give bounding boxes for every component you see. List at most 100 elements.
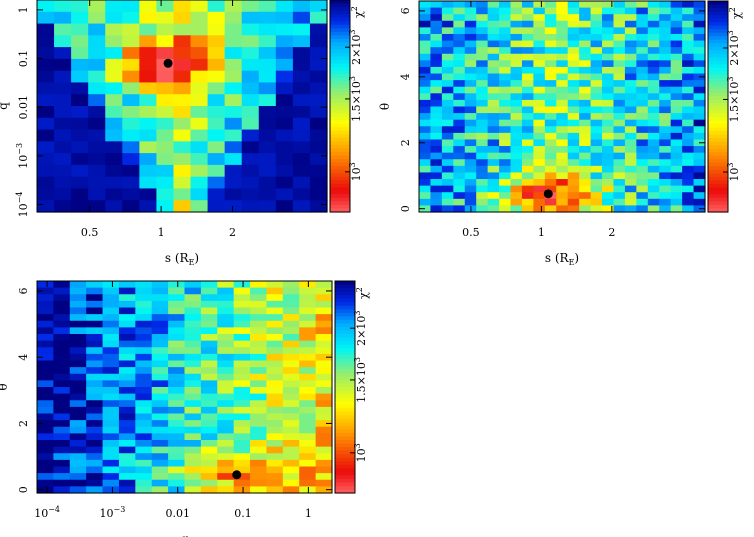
heatmap-cell (71, 47, 89, 60)
heatmap-cell (258, 58, 277, 72)
plot-frame (36, 280, 333, 494)
heatmap-cell (266, 453, 284, 461)
heatmap-cell (670, 80, 683, 88)
heatmap-cell (69, 327, 87, 335)
heatmap-cell (453, 93, 466, 101)
heatmap-cell (624, 33, 637, 42)
heatmap-cell (544, 14, 557, 22)
colorbar-segment (335, 471, 355, 476)
colorbar-segment (335, 365, 355, 370)
heatmap-cell (693, 86, 706, 94)
heatmap-cell (168, 406, 186, 415)
heatmap-cell (636, 132, 649, 141)
heatmap-cell (299, 340, 317, 348)
heatmap-cell (258, 35, 277, 48)
heatmap-cell (53, 440, 71, 448)
heatmap-cell (241, 47, 260, 60)
heatmap-cell (54, 47, 72, 60)
heatmap-cell (647, 73, 660, 81)
heatmap-cell (105, 153, 123, 166)
heatmap-cell (184, 413, 202, 421)
heatmap-cell (476, 20, 489, 28)
heatmap-cell (37, 320, 54, 328)
heatmap-cell (613, 80, 626, 88)
heatmap-cell (135, 473, 153, 481)
heatmap-cell (624, 14, 637, 22)
heatmap-cell (476, 146, 489, 154)
heatmap-cell (102, 353, 120, 362)
heatmap-cell (670, 126, 683, 134)
heatmap-cell (441, 179, 454, 187)
heatmap-cell (88, 200, 106, 213)
heatmap-cell (156, 129, 175, 142)
heatmap-cell (282, 413, 300, 421)
heatmap-cell (544, 27, 557, 35)
heatmap-cell (419, 33, 432, 42)
heatmap-cell (510, 86, 523, 94)
heatmap-cell (151, 440, 169, 448)
colorbar-segment (708, 78, 728, 83)
heatmap-cell (282, 446, 300, 454)
heatmap-cell (88, 176, 106, 190)
heatmap-cell (217, 353, 235, 362)
heatmap-cell (173, 188, 192, 201)
heatmap-cell (521, 172, 534, 180)
heatmap-cell (266, 294, 284, 302)
heatmap-cell (102, 473, 120, 481)
heatmap-cell (88, 35, 106, 48)
heatmap-cell (258, 188, 277, 201)
heatmap-cell (102, 393, 120, 401)
heatmap-cell (476, 172, 489, 180)
heatmap-cell (207, 94, 226, 107)
heatmap-cell (282, 400, 300, 408)
heatmap-cell (499, 119, 512, 127)
heatmap-cell (53, 281, 71, 289)
heatmap-cell (636, 80, 649, 88)
heatmap-cell (636, 86, 649, 94)
heatmap-cell (647, 7, 660, 15)
heatmap-cell (430, 93, 443, 101)
heatmap-cell (476, 93, 489, 101)
heatmap-cell (602, 152, 615, 160)
heatmap-cell (241, 58, 260, 72)
heatmap-cell (590, 139, 603, 147)
heatmap-cell (521, 93, 534, 101)
heatmap-cell (567, 159, 580, 167)
heatmap-cell (464, 86, 477, 94)
colorbar-segment (335, 408, 355, 413)
heatmap-cell (200, 459, 218, 468)
heatmap-cell (122, 153, 140, 166)
heatmap-cell (53, 446, 71, 454)
heatmap-cell (693, 106, 706, 114)
heatmap-cell (521, 66, 534, 75)
heatmap-cell (37, 453, 54, 461)
heatmap-cell (487, 198, 500, 206)
heatmap-cell (118, 340, 136, 348)
heatmap-cell (88, 141, 106, 154)
heatmap-cell (602, 99, 615, 108)
heatmap-cell (151, 420, 169, 428)
heatmap-cell (544, 99, 557, 108)
heatmap-cell (579, 132, 592, 141)
heatmap-cell (151, 314, 169, 322)
heatmap-cell (464, 53, 477, 61)
heatmap-cell (476, 119, 489, 127)
heatmap-cell (250, 347, 268, 355)
heatmap-cell (624, 119, 637, 127)
heatmap-cell (168, 367, 186, 375)
heatmap-cell (510, 93, 523, 101)
heatmap-cell (207, 129, 226, 142)
heatmap-cell (86, 433, 104, 441)
heatmap-cell (647, 20, 660, 28)
heatmap-cell (69, 420, 87, 428)
heatmap-cell (37, 188, 55, 201)
heatmap-cell (521, 33, 534, 42)
heatmap-cell (241, 141, 260, 154)
heatmap-cell (122, 188, 140, 201)
heatmap-cell (86, 393, 104, 401)
heatmap-cell (556, 113, 569, 121)
heatmap-cell (510, 205, 523, 213)
heatmap-cell (602, 192, 615, 200)
heatmap-cell (135, 327, 153, 335)
heatmap-cell (168, 413, 186, 421)
